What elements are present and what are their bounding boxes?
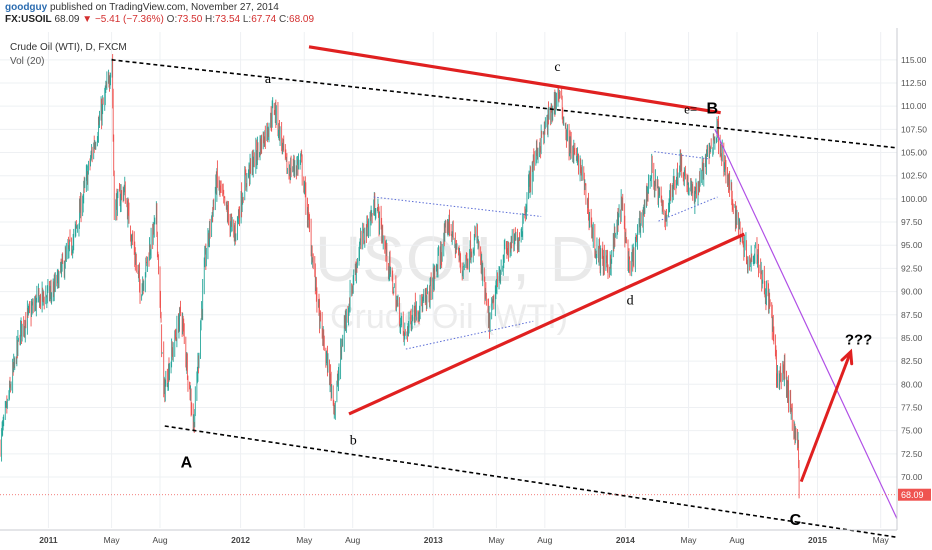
wave-label: d (627, 294, 634, 309)
flag-upper-line (654, 151, 710, 160)
chart-title[interactable]: Crude Oil (WTI), D, FXCM (10, 42, 127, 53)
lower-channel-line (164, 425, 898, 539)
time-tick-label: Aug (729, 535, 744, 545)
time-tick-label: May (873, 535, 890, 545)
time-tick-label: 2011 (39, 535, 58, 545)
wave-label: A (181, 455, 193, 472)
time-tick-label: May (104, 535, 121, 545)
open-value: 73.50 (177, 14, 203, 25)
high-label: H: (205, 14, 216, 25)
published-note: published on TradingView.com, November 2… (50, 2, 279, 13)
price-tick-label: 105.00 (901, 148, 927, 158)
price-tick-label: 97.50 (901, 217, 923, 227)
quote-line: FX:USOIL 68.09 ▼ −5.41 (−7.36%) O:73.50 … (5, 14, 314, 25)
close-value: 68.09 (289, 14, 315, 25)
current-price-tag-label: 68.09 (901, 490, 924, 500)
wave-label: ??? (845, 331, 873, 348)
author-name[interactable]: goodguy (5, 2, 48, 13)
wave-label: e= (684, 102, 697, 117)
time-tick-label: 2015 (808, 535, 827, 545)
price-tick-label: 92.50 (901, 263, 923, 273)
time-tick-label: May (296, 535, 313, 545)
price-tick-label: 80.00 (901, 379, 923, 389)
arrow-head (840, 348, 854, 366)
wave-label: B (706, 101, 718, 118)
time-tick-label: May (681, 535, 698, 545)
wave-label: a (265, 72, 272, 87)
upper-channel-line (111, 59, 898, 149)
price-tick-label: 72.50 (901, 449, 923, 459)
price-tick-label: 102.50 (901, 171, 927, 181)
open-label: O: (166, 14, 178, 25)
last-price: 68.09 (54, 14, 80, 25)
down-arrow-icon: ▼ (82, 14, 93, 25)
time-tick-label: Aug (152, 535, 167, 545)
red-resistance-line (308, 45, 721, 115)
current-price-tag (898, 488, 931, 501)
projection-arrow (799, 351, 853, 483)
time-tick-label: Aug (345, 535, 360, 545)
price-tick-label: 77.50 (901, 402, 923, 412)
high-value: 73.54 (215, 14, 241, 25)
price-tick-label: 90.00 (901, 287, 923, 297)
time-tick-label: May (488, 535, 505, 545)
red-support-line (348, 232, 746, 416)
price-chart[interactable]: 68.09 a b c d e= B A C??? 70.00 72.50 75.00 77.50 80.… (0, 28, 932, 550)
price-tick-label: 95.00 (901, 240, 923, 250)
time-tick-label: 2013 (424, 535, 443, 545)
flag-lower-line (658, 196, 718, 222)
low-label: L: (242, 14, 252, 25)
price-tick-label: 107.50 (901, 124, 927, 134)
triangle-upper-line (373, 196, 542, 217)
price-tick-label: 87.50 (901, 310, 923, 320)
price-tick-label: 75.00 (901, 426, 923, 436)
time-tick-label: 2014 (616, 535, 635, 545)
time-tick-label: Aug (537, 535, 552, 545)
price-change: −5.41 (−7.36%) (94, 14, 164, 25)
publish-header: goodguy published on TradingView.com, No… (5, 2, 279, 13)
wave-label: b (350, 434, 357, 449)
price-tick-label: 100.00 (901, 194, 927, 204)
low-value: 67.74 (251, 14, 277, 25)
symbol-label: FX:USOIL (5, 14, 52, 25)
time-tick-label: 2012 (231, 535, 250, 545)
price-tick-label: 85.00 (901, 333, 923, 343)
volume-indicator-label[interactable]: Vol (20) (10, 56, 45, 67)
triangle-lower-line (405, 320, 534, 350)
price-tick-label: 112.50 (901, 78, 927, 88)
price-tick-label: 110.00 (901, 101, 927, 111)
purple-down-line (714, 129, 898, 519)
watermark-name: Crude Oil (WTI) (330, 298, 568, 336)
wave-label: C (790, 512, 802, 529)
close-label: C: (279, 14, 290, 25)
wave-label: c (554, 60, 560, 75)
price-tick-label: 82.50 (901, 356, 923, 366)
price-tick-label: 115.00 (901, 55, 927, 65)
price-tick-label: 70.00 (901, 472, 923, 482)
